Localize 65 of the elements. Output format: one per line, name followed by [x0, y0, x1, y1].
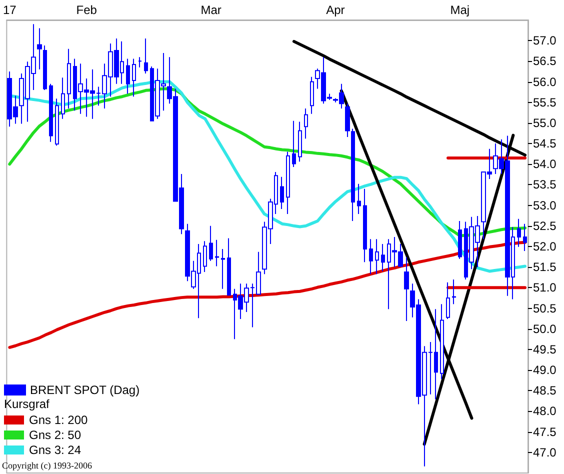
y-tick-label: 53.5: [533, 178, 557, 192]
x-tick-label: Maj: [450, 3, 470, 17]
legend-label: BRENT SPOT (Dag): [30, 383, 140, 397]
candlestick: [440, 304, 444, 380]
candlestick: [227, 238, 231, 296]
legend-label: Gns 1: 200: [29, 413, 88, 427]
candlestick: [363, 188, 367, 263]
x-tick-label: Feb: [76, 3, 98, 17]
legend-title: Kursgraf: [4, 397, 50, 411]
candlestick: [203, 240, 207, 273]
y-tick-label: 52.5: [533, 218, 557, 233]
y-tick-label: 53.0: [533, 198, 557, 212]
candlestick: [126, 58, 130, 94]
x-tick-label: Apr: [326, 3, 345, 17]
candlestick: [452, 278, 456, 305]
y-tick-label: 56.0: [533, 74, 557, 89]
y-tick-label: 56.5: [533, 54, 557, 68]
candlestick: [310, 76, 314, 114]
candlestick: [375, 238, 379, 275]
candlestick: [43, 45, 47, 91]
x-tick-label: Mar: [200, 3, 222, 17]
y-tick-label: 51.5: [533, 260, 557, 274]
x-tick-label: 17: [2, 3, 17, 17]
y-tick-label: 50.5: [533, 301, 557, 316]
candlestick: [381, 244, 385, 272]
candlestick: [286, 151, 290, 214]
candlestick: [209, 225, 213, 262]
y-tick-label: 49.5: [533, 342, 557, 356]
candlestick: [144, 38, 148, 74]
candlestick: [369, 238, 373, 275]
candlestick: [67, 48, 71, 110]
y-tick-label: 48.5: [533, 384, 557, 398]
legend-label: Gns 2: 50: [29, 428, 82, 442]
candlestick: [132, 58, 136, 98]
y-tick-label: 51.0: [533, 280, 557, 295]
candlestick: [292, 120, 296, 168]
candlestick: [298, 121, 302, 162]
candlestick: [517, 218, 521, 248]
y-tick-label: 49.0: [533, 363, 557, 378]
candlestick: [357, 183, 361, 214]
candlestick: [404, 256, 409, 322]
y-tick-label: 54.0: [533, 157, 557, 172]
candlestick: [138, 56, 142, 68]
candlestick: [458, 220, 462, 260]
y-tick-label: 55.0: [533, 116, 557, 130]
annotation: Copyright (c) 1993-2006: [2, 460, 92, 470]
y-tick-label: 55.5: [533, 95, 557, 110]
candlestick: [280, 176, 284, 210]
y-tick-label: 50.0: [533, 322, 557, 336]
candlestick: [37, 28, 42, 70]
candlestick: [49, 83, 53, 142]
candlestick: [61, 77, 65, 120]
candlestick: [215, 239, 219, 267]
candlestick: [221, 248, 225, 290]
candlestick: [523, 223, 527, 252]
candlestick: [55, 98, 59, 146]
y-tick-label: 52.0: [533, 240, 557, 254]
y-tick-label: 47.0: [533, 445, 557, 460]
y-tick-label: 47.5: [533, 424, 557, 439]
y-tick-label: 57.0: [533, 34, 557, 48]
y-tick-label: 54.5: [533, 136, 557, 151]
candlestick: [304, 108, 308, 140]
candlestick: [446, 282, 450, 320]
y-tick-label: 48.0: [533, 404, 557, 418]
legend-label: Gns 3: 24: [29, 443, 82, 457]
